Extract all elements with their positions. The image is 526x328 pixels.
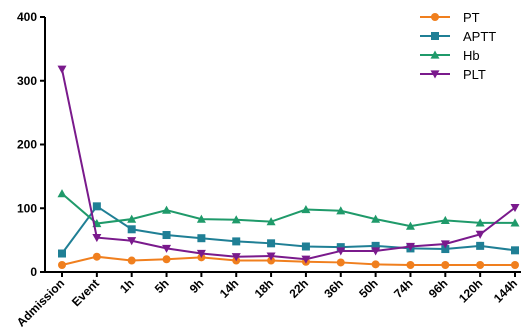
plt-point [162, 244, 172, 253]
aptt-point [162, 231, 171, 240]
plt-point [92, 233, 102, 243]
series-pt-line [61, 255, 515, 266]
x-tick-label: 5h [152, 276, 172, 296]
legend-item-hb: Hb [420, 48, 480, 63]
hb-point [475, 218, 485, 227]
legend-label: PLT [463, 67, 486, 82]
plt-point [405, 242, 415, 251]
pt-point [92, 252, 101, 261]
legend: PT APTT Hb PLT [420, 10, 496, 82]
x-tick-label: Event [69, 276, 102, 309]
aptt-point [127, 225, 136, 234]
aptt-point [197, 234, 206, 243]
hb-point [371, 214, 381, 223]
aptt-point [441, 245, 450, 254]
plt-point [510, 204, 520, 213]
series-plt [57, 65, 520, 264]
legend-label: APTT [463, 29, 496, 44]
hb-point [162, 205, 172, 214]
legend-item-pt: PT [420, 10, 480, 25]
x-tick-label: 14h [217, 276, 242, 301]
x-tick-label: Admission [14, 276, 67, 328]
plt-point [475, 230, 485, 239]
plt-point [371, 247, 381, 256]
series-layer [57, 65, 520, 269]
legend-marker [430, 50, 440, 59]
x-tick-label: 144h [491, 276, 520, 305]
aptt-point [232, 237, 241, 246]
pt-point [476, 260, 485, 269]
series-hb [57, 189, 520, 230]
plt-point [301, 255, 311, 264]
plt-point [127, 237, 137, 246]
pt-point [336, 258, 345, 267]
series-plt-line [61, 69, 516, 261]
pt-point [511, 260, 519, 269]
hb-point [440, 215, 450, 224]
y-tick-label: 300 [17, 74, 37, 88]
hb-point [405, 221, 415, 230]
plt-point [196, 249, 206, 259]
x-tick-label: 74h [391, 276, 416, 301]
legend-item-aptt: APTT [420, 29, 496, 44]
y-axis-ticks: 0 100 200 300 400 [17, 10, 45, 279]
y-tick-label: 100 [17, 201, 37, 215]
aptt-point [92, 202, 101, 211]
legend-item-plt: PLT [420, 67, 486, 82]
aptt-point [267, 239, 276, 248]
y-tick-label: 400 [17, 10, 37, 24]
legend-marker [431, 13, 439, 21]
pt-point [371, 260, 380, 269]
x-tick-label: 1h [117, 276, 137, 296]
series-aptt [58, 202, 519, 258]
hb-point [301, 205, 311, 214]
pt-point [441, 260, 450, 269]
aptt-point [511, 246, 519, 255]
x-tick-label: 9h [187, 276, 207, 296]
y-tick-label: 0 [30, 265, 37, 279]
hb-point [57, 189, 67, 198]
plt-point [440, 240, 450, 249]
pt-point [127, 256, 136, 265]
aptt-point [371, 241, 380, 250]
legend-marker [431, 32, 439, 40]
x-tick-label: 50h [356, 276, 381, 301]
hb-point [196, 214, 206, 223]
plt-point [266, 252, 276, 261]
hb-point [231, 215, 241, 224]
aptt-point [58, 249, 66, 258]
aptt-point [301, 242, 310, 251]
hb-point [510, 218, 520, 227]
aptt-point [336, 243, 345, 252]
hb-point [336, 206, 346, 215]
plt-point [336, 247, 346, 256]
legend-marker [430, 70, 440, 79]
legend-label: Hb [463, 48, 480, 63]
legend-label: PT [463, 10, 480, 25]
x-tick-label: 96h [426, 276, 451, 301]
x-tick-label: 18h [252, 276, 277, 301]
x-tick-label: 22h [287, 276, 312, 301]
plt-point [57, 65, 67, 74]
plt-point [231, 253, 241, 262]
x-tick-label: 120h [456, 276, 485, 305]
pt-point [58, 260, 66, 269]
x-axis-ticks: Admission Event 1h 5h 9h 14h 18h 22h 36h 50h 74h 96… [14, 272, 520, 328]
series-hb-line [61, 192, 515, 228]
hb-point [266, 217, 276, 226]
series-aptt-line [61, 204, 516, 255]
x-tick-label: 36h [321, 276, 346, 301]
series-pt [58, 252, 519, 269]
pt-point [406, 260, 415, 269]
aptt-point [476, 241, 485, 250]
y-tick-label: 200 [17, 138, 37, 152]
hb-point [127, 214, 137, 223]
pt-point [162, 255, 171, 264]
